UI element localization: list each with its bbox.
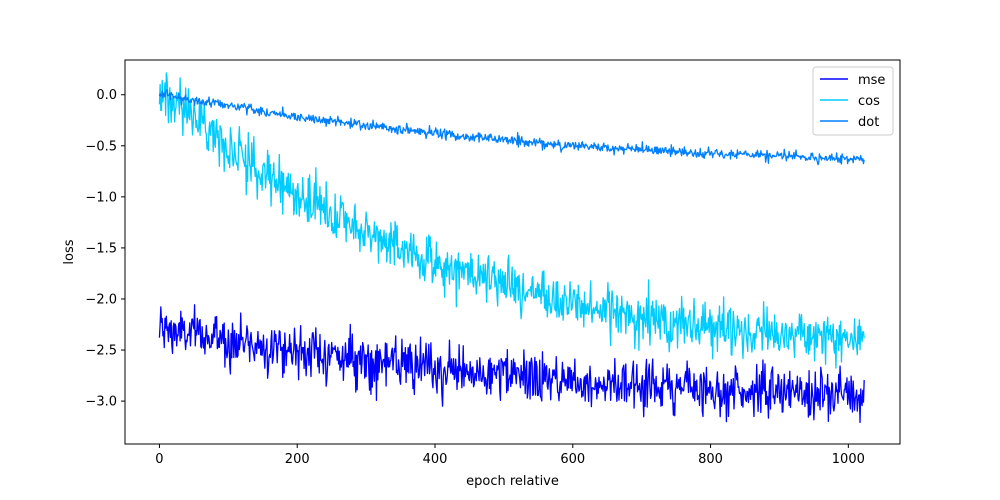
series-line-cos bbox=[158, 72, 865, 369]
x-axis-label: epoch relative bbox=[466, 474, 559, 489]
x-tick-label: 1000 bbox=[832, 452, 865, 467]
legend-box bbox=[812, 66, 894, 136]
y-tick-label: −2.0 bbox=[85, 292, 117, 307]
x-tick-label: 600 bbox=[560, 452, 585, 467]
x-axis: 0 200 400 600 800 1000 bbox=[155, 444, 865, 467]
y-axis: 0.0 −0.5 −1.0 −1.5 −2.0 −2.5 −3.0 bbox=[85, 88, 125, 410]
y-tick-label: 0.0 bbox=[96, 88, 117, 103]
series-layer bbox=[158, 72, 865, 424]
y-tick-label: −1.5 bbox=[85, 241, 117, 256]
plot-frame bbox=[124, 59, 901, 445]
x-tick-label: 800 bbox=[698, 452, 723, 467]
x-tick-label: 400 bbox=[423, 452, 448, 467]
y-tick-label: −3.0 bbox=[85, 395, 117, 410]
legend-label-mse: mse bbox=[858, 73, 885, 88]
legend-label-cos: cos bbox=[858, 94, 880, 109]
x-tick-label: 200 bbox=[285, 452, 310, 467]
series-line-dot bbox=[158, 88, 865, 166]
y-axis-label: loss bbox=[62, 239, 77, 264]
legend-label-dot: dot bbox=[858, 115, 879, 130]
series-line-mse bbox=[158, 304, 865, 424]
y-tick-label: −0.5 bbox=[85, 139, 117, 154]
x-tick-label: 0 bbox=[155, 452, 163, 467]
y-tick-label: −2.5 bbox=[85, 344, 117, 359]
y-tick-label: −1.0 bbox=[85, 190, 117, 205]
legend: mse cos dot bbox=[812, 66, 894, 136]
